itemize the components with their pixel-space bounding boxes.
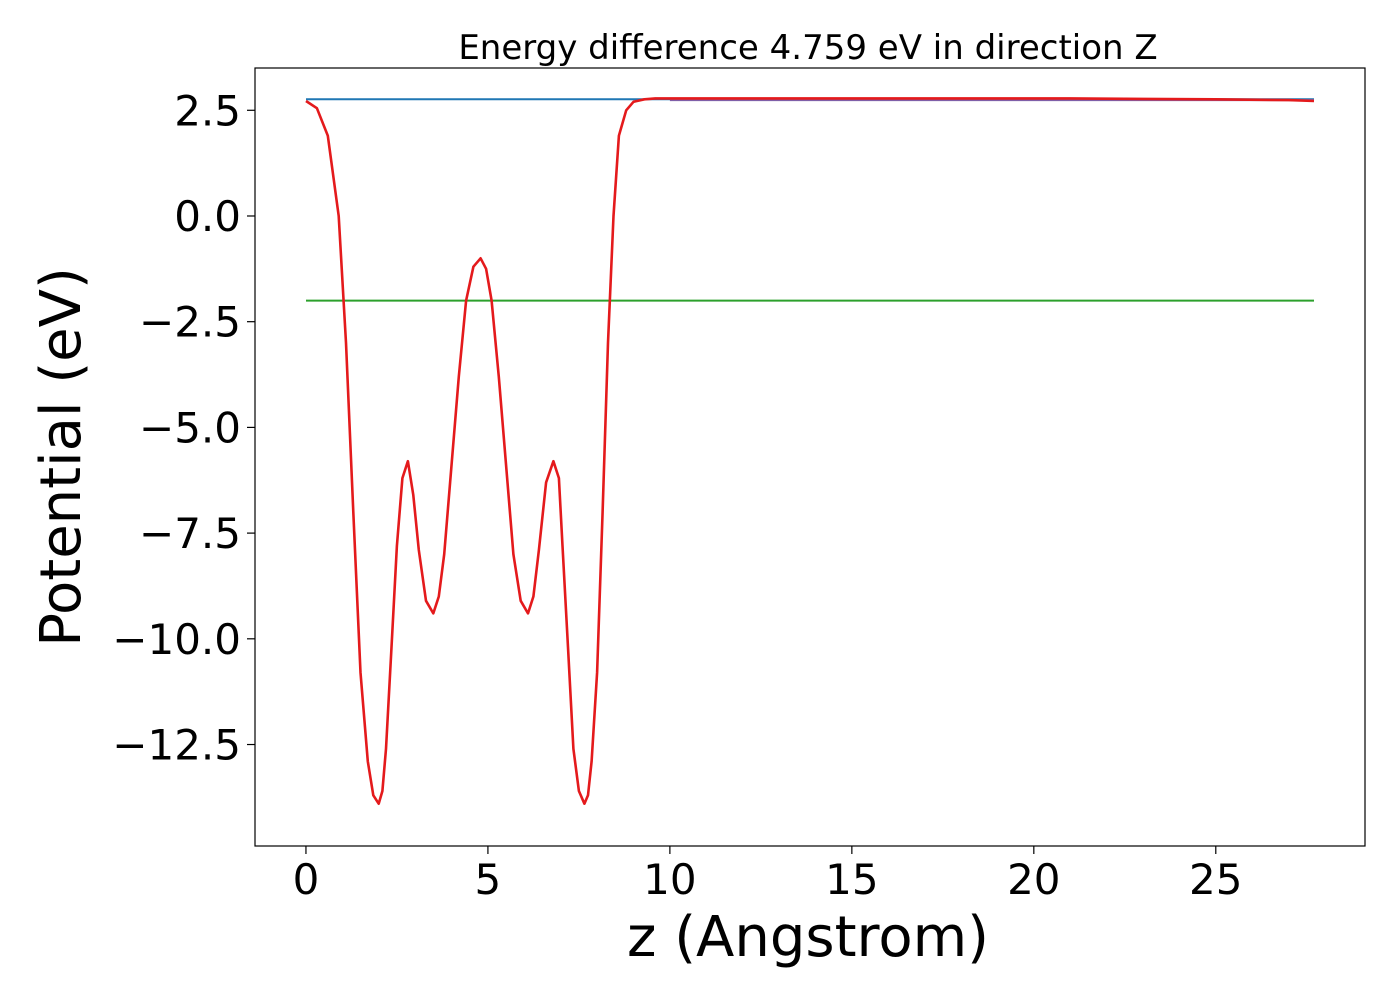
- y-tick-label: 0.0: [174, 192, 241, 241]
- x-axis-label: z (Angstrom): [627, 905, 989, 970]
- y-ticks: 2.5 0.0 −2.5 −5.0 −7.5 −10.0 −12.5: [112, 86, 255, 770]
- x-tick-label: 20: [1007, 855, 1060, 904]
- chart-title: Energy difference 4.759 eV in direction …: [458, 28, 1157, 68]
- y-tick-label: −10.0: [112, 615, 241, 664]
- y-axis-label: Potential (eV): [29, 267, 94, 647]
- y-tick-label: −7.5: [139, 509, 241, 558]
- x-tick-label: 5: [475, 855, 502, 904]
- y-tick-label: −12.5: [112, 721, 241, 770]
- series-layer: [305, 97, 1315, 806]
- x-tick-label: 15: [825, 855, 878, 904]
- x-ticks: 0 5 10 15 20 25: [293, 846, 1243, 904]
- x-tick-label: 25: [1189, 855, 1242, 904]
- x-tick-label: 0: [293, 855, 320, 904]
- y-tick-label: 2.5: [174, 86, 241, 135]
- series-line-3: [305, 97, 1315, 806]
- x-tick-label: 10: [643, 855, 696, 904]
- y-tick-label: −2.5: [139, 298, 241, 347]
- y-tick-label: −5.0: [139, 403, 241, 452]
- plot-frame: [254, 67, 1366, 847]
